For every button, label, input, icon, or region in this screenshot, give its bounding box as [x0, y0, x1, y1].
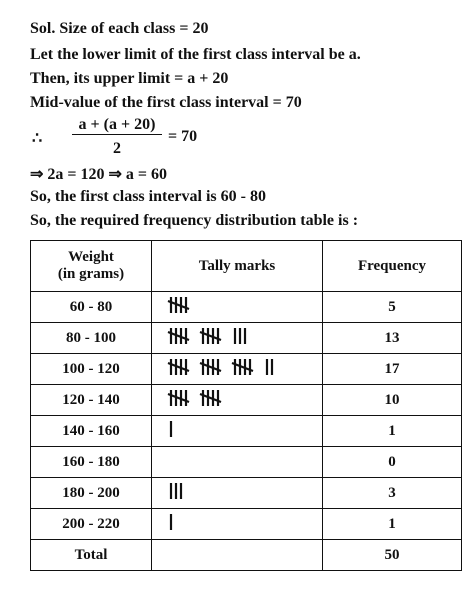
weight-cell: 120 - 140 — [30, 384, 152, 416]
tally-cell — [151, 508, 323, 540]
tally — [167, 327, 247, 344]
result: = 70 — [168, 128, 198, 145]
tally-cell — [151, 446, 323, 478]
table-row: 160 - 180 0 — [30, 446, 462, 478]
header-cell: Weight (in grams) — [30, 240, 152, 292]
header-cell: Frequency — [322, 240, 462, 292]
total-label: Total — [30, 539, 152, 571]
tally-stroke — [167, 330, 190, 341]
frequency-cell: 13 — [322, 322, 462, 354]
weight-cell: 100 - 120 — [30, 353, 152, 385]
tally-stroke — [167, 361, 190, 372]
tally-cell — [151, 322, 323, 354]
frequency-cell: 0 — [322, 446, 462, 478]
empty-cell — [151, 539, 323, 571]
tally-cell — [151, 477, 323, 509]
table-row: 180 - 200 3 — [30, 477, 462, 509]
weight-cell: 180 - 200 — [30, 477, 152, 509]
tally — [169, 420, 173, 437]
header-text: (in grams) — [57, 266, 125, 282]
tally-cell — [151, 384, 323, 416]
tally-cell — [151, 415, 323, 447]
total-value: 50 — [322, 539, 462, 571]
tally-stroke — [199, 392, 222, 403]
text-line: So, the first class interval is 60 - 80 — [30, 188, 266, 205]
tally — [169, 513, 173, 530]
tally-stroke — [231, 361, 254, 372]
tally-cell — [151, 353, 323, 385]
numerator: a + (a + 20) — [72, 116, 162, 135]
text-line: Then, its upper limit = a + 20 — [30, 70, 229, 87]
total-row: Total 50 — [30, 539, 462, 571]
table-row: 80 - 100 13 — [30, 322, 462, 354]
denominator: 2 — [113, 140, 121, 157]
weight-cell: 200 - 220 — [30, 508, 152, 540]
header-cell: Tally marks — [151, 240, 323, 292]
weight-cell: 160 - 180 — [30, 446, 152, 478]
weight-cell: 60 - 80 — [30, 291, 152, 323]
table-row: 120 - 140 10 — [30, 384, 462, 416]
tally-stroke — [167, 299, 190, 310]
tally-stroke — [199, 330, 222, 341]
table-row: 200 - 220 1 — [30, 508, 462, 540]
text-line: ⇒ 2a = 120 ⇒ a = 60 — [30, 166, 168, 183]
tally — [167, 358, 274, 375]
table-row: 60 - 80 5 — [30, 291, 462, 323]
frequency-cell: 1 — [322, 508, 462, 540]
frequency-cell: 3 — [322, 477, 462, 509]
tally — [167, 448, 307, 472]
therefore: ∴ — [32, 130, 43, 147]
frequency-cell: 5 — [322, 291, 462, 323]
tally — [169, 482, 183, 499]
weight-cell: 80 - 100 — [30, 322, 152, 354]
text-line: Mid-value of the first class interval = … — [30, 94, 302, 111]
frequency-cell: 10 — [322, 384, 462, 416]
table-row: 100 - 120 17 — [30, 353, 462, 385]
text-line: So, the required frequency distribution … — [30, 212, 359, 229]
tally-stroke — [199, 361, 222, 372]
tally — [167, 296, 190, 313]
frequency-table: Weight (in grams) Tally marks Frequency 6… — [30, 240, 462, 571]
tally-cell — [151, 291, 323, 323]
header-text: Weight — [68, 249, 114, 265]
weight-cell: 140 - 160 — [30, 415, 152, 447]
text-line: Let the lower limit of the first class i… — [30, 46, 361, 63]
header-row: Weight (in grams) Tally marks Frequency — [30, 240, 462, 292]
frequency-cell: 1 — [322, 415, 462, 447]
frequency-cell: 17 — [322, 353, 462, 385]
table-row: 140 - 160 1 — [30, 415, 462, 447]
tally-stroke — [167, 392, 190, 403]
text-line: Sol. Size of each class = 20 — [30, 20, 209, 37]
tally — [167, 389, 222, 406]
